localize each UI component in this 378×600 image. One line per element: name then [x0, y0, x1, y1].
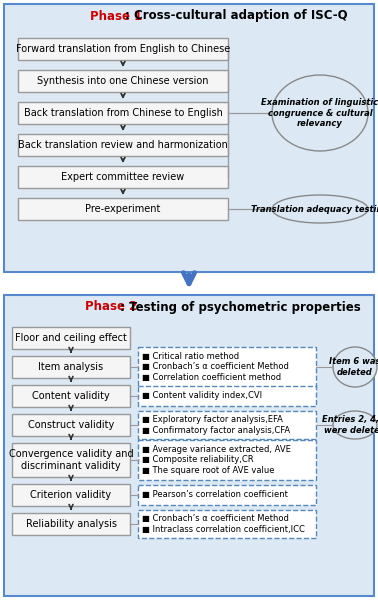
FancyBboxPatch shape [4, 295, 374, 596]
Text: Expert committee review: Expert committee review [61, 172, 184, 182]
FancyBboxPatch shape [18, 38, 228, 60]
Text: Examination of linguistic
congruence & cultural
relevancy: Examination of linguistic congruence & c… [261, 98, 378, 128]
FancyBboxPatch shape [12, 513, 130, 535]
Text: : Cross-cultural adaption of ISC-Q: : Cross-cultural adaption of ISC-Q [125, 10, 347, 22]
Text: Construct validity: Construct validity [28, 420, 114, 430]
Text: ■ Average variance extracted, AVE
■ Composite reliability,CR
■ The square root o: ■ Average variance extracted, AVE ■ Comp… [142, 445, 291, 475]
Text: Content validity: Content validity [32, 391, 110, 401]
Text: ■ Exploratory factor analysis,EFA
■ Confirmatory factor analysis,CFA: ■ Exploratory factor analysis,EFA ■ Conf… [142, 415, 290, 434]
Text: Phase 2: Phase 2 [85, 301, 137, 313]
Ellipse shape [272, 75, 368, 151]
FancyBboxPatch shape [18, 102, 228, 124]
Text: Back translation review and harmonization: Back translation review and harmonizatio… [18, 140, 228, 150]
FancyBboxPatch shape [12, 414, 130, 436]
FancyBboxPatch shape [138, 386, 316, 406]
Text: ■ Critical ratio method
■ Cronbach’s α coefficient Method
■ Correlation coeffici: ■ Critical ratio method ■ Cronbach’s α c… [142, 352, 289, 382]
Text: Back translation from Chinese to English: Back translation from Chinese to English [23, 108, 222, 118]
FancyBboxPatch shape [138, 510, 316, 538]
FancyBboxPatch shape [18, 198, 228, 220]
Text: ■ Cronbach’s α coefficient Method
■ Intraclass correlation coefficient,ICC: ■ Cronbach’s α coefficient Method ■ Intr… [142, 514, 305, 534]
FancyBboxPatch shape [4, 4, 374, 272]
FancyBboxPatch shape [138, 411, 316, 439]
FancyBboxPatch shape [138, 440, 316, 480]
Text: : Testing of psychometric properties: : Testing of psychometric properties [120, 301, 361, 313]
Text: Item analysis: Item analysis [39, 362, 104, 372]
FancyBboxPatch shape [12, 356, 130, 378]
Text: ■ Content validity index,CVI: ■ Content validity index,CVI [142, 391, 262, 401]
Ellipse shape [333, 347, 377, 387]
Text: ■ Pearson’s correlation coefficient: ■ Pearson’s correlation coefficient [142, 491, 288, 499]
FancyBboxPatch shape [12, 327, 130, 349]
FancyBboxPatch shape [18, 166, 228, 188]
Text: Translation adequacy testing: Translation adequacy testing [251, 205, 378, 214]
Text: Pre-experiment: Pre-experiment [85, 204, 161, 214]
Text: Item 6 was
deleted: Item 6 was deleted [329, 357, 378, 377]
FancyBboxPatch shape [138, 347, 316, 387]
FancyBboxPatch shape [138, 485, 316, 505]
Text: Phase 1: Phase 1 [90, 10, 142, 22]
Ellipse shape [272, 195, 368, 223]
FancyBboxPatch shape [18, 70, 228, 92]
Text: Convergence validity and
discriminant validity: Convergence validity and discriminant va… [9, 449, 133, 471]
FancyBboxPatch shape [18, 134, 228, 156]
Text: Forward translation from English to Chinese: Forward translation from English to Chin… [16, 44, 230, 54]
FancyBboxPatch shape [12, 385, 130, 407]
FancyBboxPatch shape [12, 484, 130, 506]
Text: Reliability analysis: Reliability analysis [25, 519, 116, 529]
Text: Criterion validity: Criterion validity [31, 490, 112, 500]
FancyBboxPatch shape [12, 443, 130, 477]
Text: Entries 2, 4, 7
were deleted: Entries 2, 4, 7 were deleted [322, 415, 378, 434]
Text: Synthesis into one Chinese version: Synthesis into one Chinese version [37, 76, 209, 86]
Text: Floor and ceiling effect: Floor and ceiling effect [15, 333, 127, 343]
Ellipse shape [333, 411, 377, 439]
